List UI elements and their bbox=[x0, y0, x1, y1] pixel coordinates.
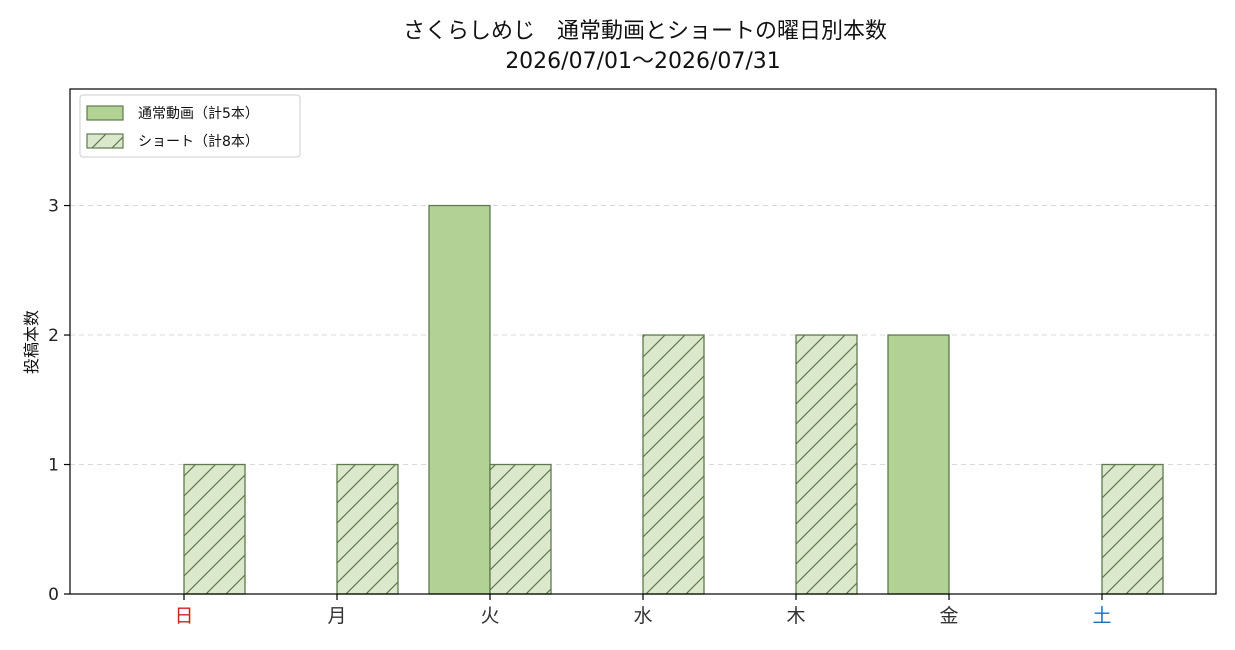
x-tick-label: 土 bbox=[1092, 605, 1111, 627]
x-tick-label: 金 bbox=[939, 605, 958, 627]
bar-shorts-6 bbox=[1101, 463, 1164, 595]
bar-shorts-1 bbox=[336, 463, 399, 595]
legend-swatch-normal-video bbox=[86, 105, 124, 121]
x-tick-label: 日 bbox=[174, 605, 193, 627]
legend-box bbox=[79, 94, 301, 158]
y-axis-label: 投稿本数 bbox=[22, 310, 41, 374]
chart-subtitle: 2026/07/01〜2026/07/31 bbox=[505, 49, 781, 74]
bar-shorts-0 bbox=[183, 463, 246, 595]
bar-shorts-3 bbox=[642, 334, 705, 595]
y-tick-label: 0 bbox=[48, 585, 59, 605]
x-axis-ticks: 日月火水木金土 bbox=[174, 594, 1112, 627]
grid-lines bbox=[70, 205, 1216, 466]
bar-shorts-2 bbox=[489, 463, 552, 595]
legend-label-shorts: ショート（計8本） bbox=[138, 134, 259, 150]
bar-normal-video-2 bbox=[428, 204, 491, 595]
x-tick-label: 水 bbox=[633, 605, 652, 627]
legend-swatch-shorts bbox=[86, 133, 124, 149]
y-tick-label: 1 bbox=[48, 456, 59, 476]
x-tick-label: 月 bbox=[327, 605, 346, 627]
x-tick-label: 木 bbox=[786, 605, 805, 627]
chart-title: さくらしめじ 通常動画とショートの曜日別本数 bbox=[403, 19, 887, 44]
y-tick-label: 3 bbox=[48, 197, 59, 217]
bars bbox=[183, 204, 1164, 595]
y-axis-ticks: 0 1 2 3 bbox=[48, 197, 70, 605]
y-tick-label: 2 bbox=[48, 326, 59, 346]
legend: 通常動画（計5本） ショート（計8本） bbox=[79, 94, 301, 158]
x-tick-label: 火 bbox=[480, 605, 499, 627]
bar-shorts-4 bbox=[795, 334, 858, 595]
bar-normal-video-5 bbox=[887, 334, 950, 595]
legend-label-normal-video: 通常動画（計5本） bbox=[138, 106, 259, 122]
